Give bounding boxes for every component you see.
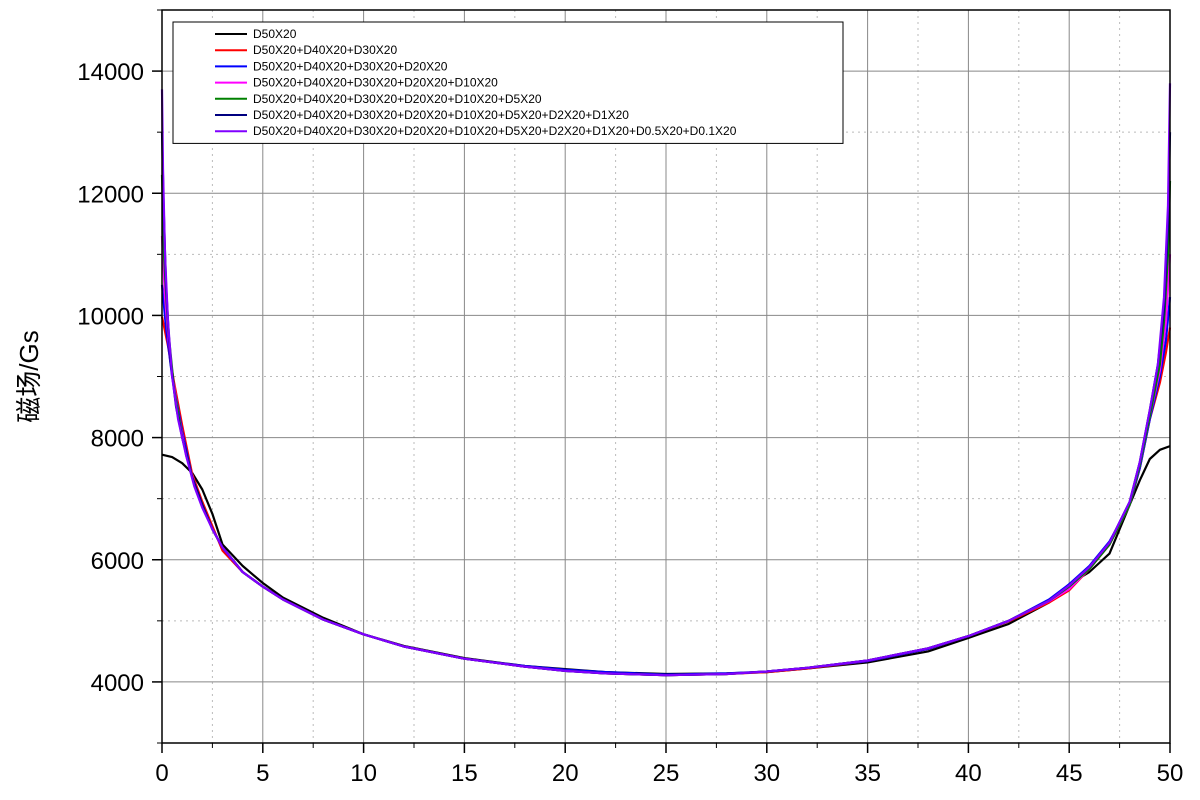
y-tick-labels: 4000 6000 8000 10000 12000 14000 <box>77 59 144 697</box>
x-tick-labels: 0 5 10 15 20 25 30 35 40 45 50 <box>155 760 1183 787</box>
legend-box <box>172 21 844 144</box>
x-tick-label: 15 <box>451 760 478 787</box>
x-tick-label: 50 <box>1157 760 1184 787</box>
y-tick-label: 8000 <box>91 426 144 453</box>
x-tick-label: 40 <box>955 760 982 787</box>
legend-label: D50X20 <box>253 27 297 41</box>
x-tick-label: 30 <box>753 760 780 787</box>
y-axis-title: 磁场/Gs <box>14 330 44 422</box>
x-tick-label: 20 <box>552 760 579 787</box>
legend: D50X20 D50X20+D40X20+D30X20 D50X20+D40X20+… <box>172 21 844 144</box>
x-tick-label: 0 <box>155 760 168 787</box>
legend-label: D50X20+D40X20+D30X20+D20X20+D10X20+D5X20… <box>253 124 737 138</box>
tick-marks <box>152 9 1171 753</box>
x-tick-label: 35 <box>854 760 881 787</box>
legend-label: D50X20+D40X20+D30X20+D20X20+D10X20 <box>253 76 498 90</box>
y-tick-label: 14000 <box>77 59 144 86</box>
legend-label: D50X20+D40X20+D30X20 <box>253 43 397 57</box>
y-tick-label: 4000 <box>91 670 144 697</box>
y-tick-label: 10000 <box>77 303 144 330</box>
series-lines <box>160 83 1172 677</box>
y-tick-label: 6000 <box>91 548 144 575</box>
y-tick-label: 12000 <box>77 181 144 208</box>
legend-label: D50X20+D40X20+D30X20+D20X20+D10X20+D5X20… <box>253 108 629 122</box>
x-tick-label: 25 <box>653 760 680 787</box>
x-tick-label: 10 <box>350 760 377 787</box>
legend-label: D50X20+D40X20+D30X20+D20X20 <box>253 59 448 73</box>
series-line <box>160 83 1172 677</box>
legend-label: D50X20+D40X20+D30X20+D20X20+D10X20+D5X20 <box>253 92 542 106</box>
x-tick-label: 5 <box>256 760 269 787</box>
x-tick-label: 45 <box>1056 760 1083 787</box>
